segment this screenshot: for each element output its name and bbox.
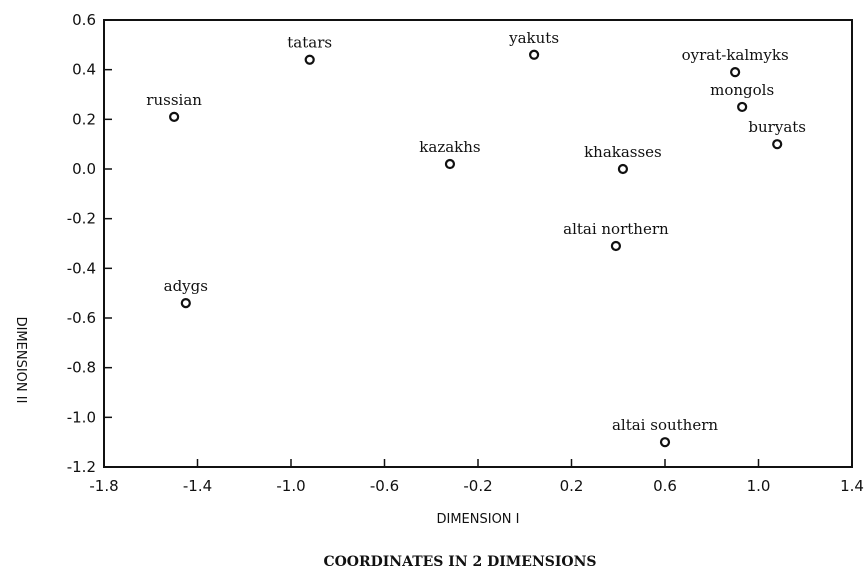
y-tick-label: -1.0: [67, 408, 96, 426]
y-tick-label: -0.4: [67, 259, 96, 277]
data-point-label: mongols: [710, 81, 774, 99]
data-point-label: yakuts: [508, 29, 559, 47]
y-tick-label: -0.6: [67, 309, 96, 327]
data-point: [617, 163, 629, 175]
y-tick-label: -1.2: [67, 458, 96, 476]
y-tick-label: 0.2: [72, 110, 96, 128]
data-point: [730, 67, 741, 78]
y-tick-label: 0.6: [72, 11, 96, 29]
data-point-label: altai southern: [612, 416, 718, 434]
data-points: tatars yakuts oyrat-kalmyks mongols russian b…: [146, 29, 806, 448]
data-point-label: altai northern: [563, 220, 669, 238]
y-axis: 0.6 0.4 0.2 0.0 -0.2 -0.4 -0.6 -0.8 -1.0 -1.2: [67, 11, 112, 476]
x-axis-label: DIMENSION I: [436, 512, 519, 527]
data-point: [659, 437, 671, 448]
data-point: [304, 54, 315, 65]
chart-title: COORDINATES IN 2 DIMENSIONS: [323, 554, 596, 570]
data-point: [772, 139, 783, 150]
data-point: [610, 240, 622, 252]
x-tick-label: 1.4: [840, 477, 864, 495]
data-point-label: russian: [146, 91, 202, 109]
x-tick-label: -0.6: [370, 477, 399, 495]
data-point-label: khakasses: [584, 143, 662, 161]
x-tick-label: -0.2: [463, 477, 492, 495]
data-point: [169, 111, 180, 122]
x-tick-label: 1.0: [747, 477, 771, 495]
data-point: [737, 101, 748, 113]
x-tick-label: 0.2: [560, 477, 584, 495]
data-point-label: oyrat-kalmyks: [682, 46, 789, 64]
y-tick-label: 0.0: [72, 160, 96, 178]
x-tick-label: -1.8: [89, 477, 118, 495]
y-tick-label: 0.4: [72, 61, 96, 79]
data-point: [444, 158, 456, 170]
x-tick-label: 0.6: [653, 477, 677, 495]
y-tick-label: -0.8: [67, 359, 96, 377]
x-tick-label: -1.0: [276, 477, 305, 495]
data-point-label: adygs: [164, 277, 208, 295]
data-point: [180, 298, 191, 309]
data-point-label: kazakhs: [419, 138, 480, 156]
data-point-label: tatars: [287, 34, 332, 52]
x-tick-label: -1.4: [183, 477, 212, 495]
x-axis: -1.8 -1.4 -1.0 -0.6 -0.2 0.2 0.6 1.0 1.4: [89, 459, 864, 495]
y-axis-label: DIMENSION II: [13, 317, 28, 404]
data-point: [528, 49, 540, 60]
y-tick-label: -0.2: [67, 210, 96, 228]
data-point-label: buryats: [748, 118, 806, 136]
